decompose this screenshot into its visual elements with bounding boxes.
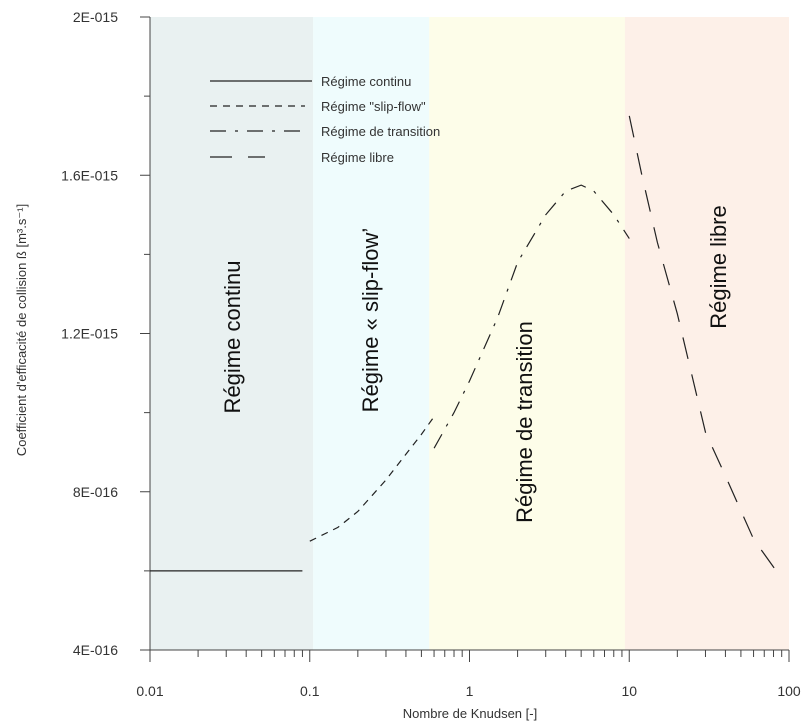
region-label-1: Régime continu (220, 261, 245, 414)
y-tick-label: 1.6E-015 (61, 167, 118, 183)
legend-label-3: Régime de transition (321, 124, 440, 139)
data-series (150, 115, 779, 574)
x-tick-label: 1 (466, 683, 474, 699)
y-tick-label: 2E-015 (73, 9, 118, 25)
y-tick-label: 1.2E-015 (61, 326, 118, 342)
series-line-3 (433, 184, 630, 449)
regime-regions (150, 17, 789, 650)
y-axis-title: Coefficient d'efficacité de collision ß … (14, 204, 29, 456)
x-tick-label: 0.01 (136, 683, 163, 699)
region-label-3: Régime de transition (512, 321, 537, 523)
axes: 0.01 0.1 1 10 100 4E-016 8E-016 1.2E-015 1.6E-01… (61, 9, 801, 699)
legend-label-1: Régime continu (321, 74, 411, 89)
x-axis-title: Nombre de Knudsen [-] (403, 706, 537, 721)
region-label-2: Régime « slip-flow’ (358, 228, 383, 413)
series-line-2 (309, 416, 435, 542)
x-tick-label: 0.1 (300, 683, 320, 699)
y-tick-label: 8E-016 (73, 484, 118, 500)
x-tick-label: 100 (777, 683, 801, 699)
region-band-1 (150, 17, 314, 650)
series-line-4 (628, 115, 779, 574)
region-band-4 (624, 17, 789, 650)
region-band-2 (313, 17, 430, 650)
regime-labels: Régime continu Régime « slip-flow’ Régime … (220, 205, 731, 523)
x-tick-label: 10 (621, 683, 637, 699)
y-tick-label: 4E-016 (73, 642, 118, 658)
legend-label-2: Régime "slip-flow" (321, 99, 426, 114)
legend: Régime continu Régime "slip-flow" Régime d… (210, 74, 440, 165)
legend-label-4: Régime libre (321, 150, 394, 165)
region-label-4: Régime libre (706, 205, 731, 329)
region-band-3 (429, 17, 625, 650)
